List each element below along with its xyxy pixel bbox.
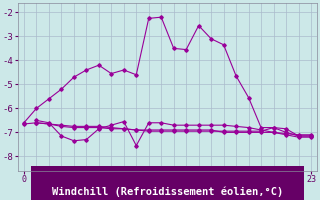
X-axis label: Windchill (Refroidissement éolien,°C): Windchill (Refroidissement éolien,°C)	[52, 187, 283, 197]
